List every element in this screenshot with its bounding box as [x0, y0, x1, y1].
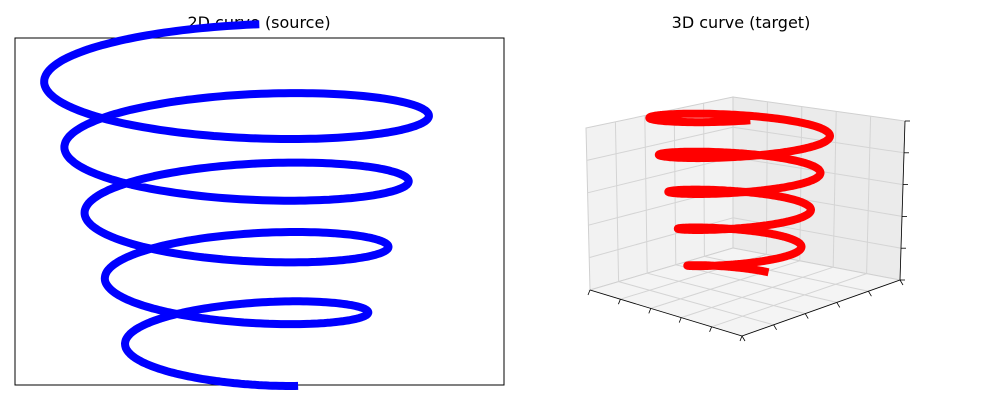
- x-axis-tick: [587, 289, 591, 296]
- grid-line: [866, 116, 872, 274]
- y-axis-tick: [899, 279, 904, 286]
- x-axis-tick: [618, 299, 621, 305]
- curve-2d-blue: [40, 20, 433, 390]
- y-axis-tick: [773, 324, 777, 331]
- grid-line: [732, 126, 905, 154]
- right-3d-axes: [585, 96, 910, 342]
- axis-ticks: [587, 120, 910, 342]
- x-axis-tick: [648, 308, 652, 314]
- grid-line: [586, 126, 734, 161]
- x-axis-line: [589, 289, 743, 337]
- grid-line: [587, 156, 734, 194]
- curve-3d-red: [645, 109, 834, 277]
- z-axis-line: [899, 120, 906, 281]
- grid-line: [647, 272, 806, 315]
- y-axis-tick: [836, 302, 841, 308]
- grid-line: [711, 273, 867, 328]
- grid-line: [618, 281, 774, 326]
- grid-line: [681, 266, 834, 319]
- x-axis-tick: [709, 326, 712, 332]
- y-axis-tick: [741, 335, 746, 342]
- right-chart-title: 3D curve (target): [672, 13, 811, 32]
- grid-line: [832, 111, 837, 268]
- left-plot-area: [40, 20, 433, 390]
- grid-line: [644, 115, 648, 274]
- grid-line: [675, 264, 837, 303]
- y-axis-tick: [804, 313, 809, 319]
- right-plot-area: [645, 109, 834, 277]
- x-axis-tick: [678, 317, 682, 323]
- x-axis-tick: [739, 335, 743, 342]
- y-axis-line: [741, 279, 901, 337]
- grid-line: [614, 121, 620, 282]
- y-axis-tick: [868, 290, 872, 297]
- grid-line: [650, 260, 800, 309]
